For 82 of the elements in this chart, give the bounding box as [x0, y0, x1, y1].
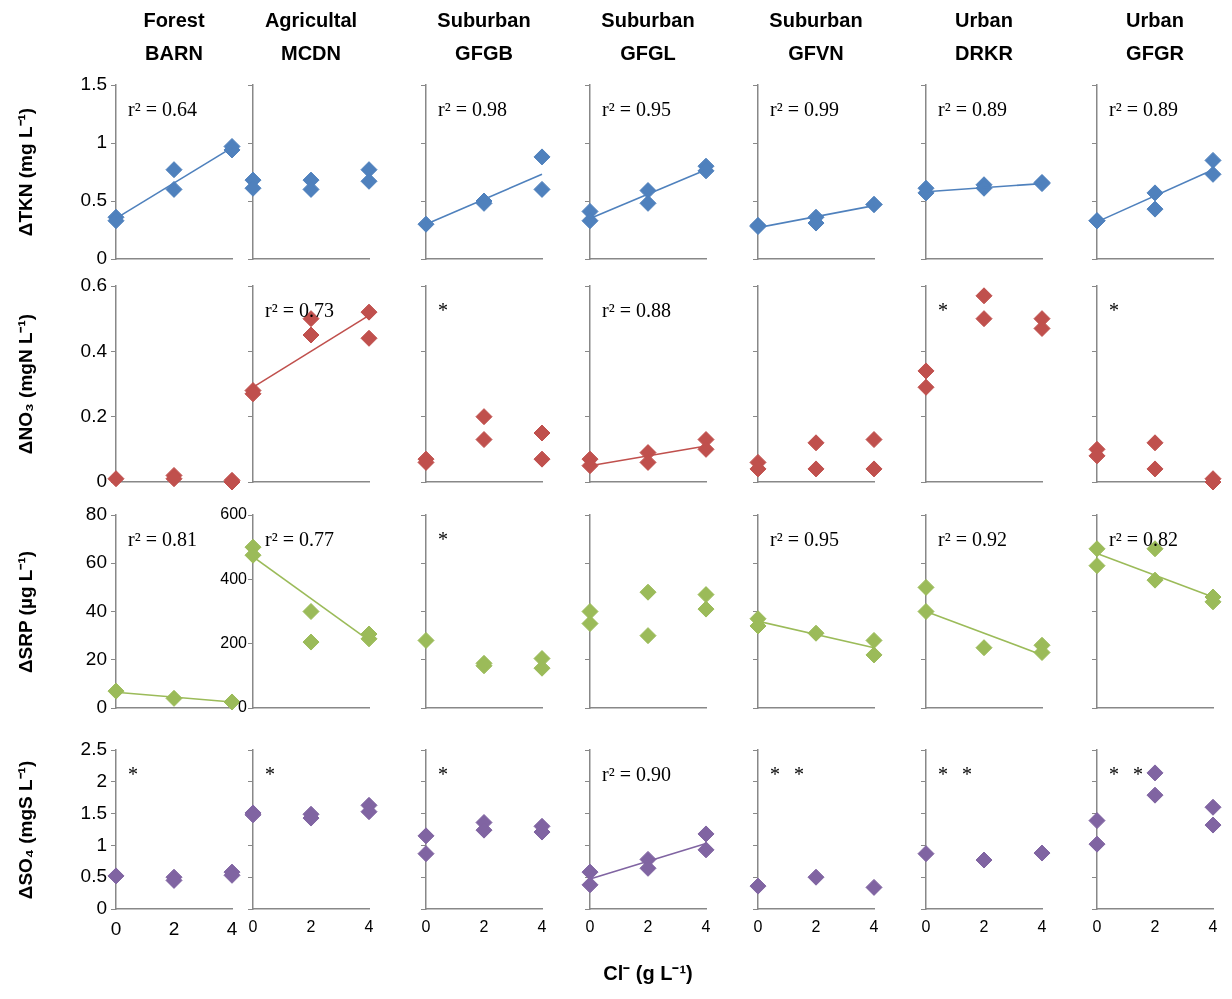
x-tick-label: 0 [110, 917, 122, 939]
x-axis-title: Cl⁻ (g L⁻¹) [602, 961, 694, 986]
x-tick-label: 0 [753, 918, 763, 936]
y-tick-label: 400 [220, 569, 248, 587]
y-tick-label: 0.5 [80, 865, 107, 887]
y-tick-label: 0.4 [80, 339, 108, 361]
x-tick-label: 4 [1037, 918, 1047, 936]
annotation: r² = 0.95 [602, 98, 671, 121]
annotation: r² = 0.77 [265, 528, 334, 551]
x-tick-label: 0 [585, 918, 595, 936]
chart-title: Suburban GFVN [768, 8, 864, 66]
x-tick-label: 4 [701, 918, 711, 936]
annotation: * [438, 528, 448, 551]
annotation: * [794, 763, 804, 786]
annotation: * [770, 763, 780, 786]
y-tick-label: 0 [96, 696, 107, 718]
annotation: * [438, 299, 448, 322]
x-tick-label: 4 [364, 918, 374, 936]
x-tick-label: 2 [811, 918, 821, 936]
y-tick-label: 80 [85, 503, 107, 525]
chart-title: Urban GFGR [1125, 8, 1185, 66]
chart-title: Agricultal MCDN [263, 8, 359, 66]
y-axis-title: ΔTKN (mg L⁻¹) [14, 106, 37, 239]
annotation: r² = 0.90 [602, 763, 671, 786]
annotation: * [938, 763, 948, 786]
chart-title: Urban DRKR [954, 8, 1014, 66]
y-tick-label: 0.5 [80, 189, 107, 211]
y-tick-label: 0.2 [80, 404, 107, 426]
y-tick-label: 0 [96, 897, 107, 919]
x-tick-label: 4 [226, 917, 238, 939]
y-tick-label: 20 [85, 647, 107, 669]
x-tick-label: 4 [537, 918, 547, 936]
y-axis-title: ΔSRP (µg L⁻¹) [14, 549, 37, 675]
annotation: r² = 0.82 [1109, 528, 1178, 551]
chart-title: Suburban GFGB [436, 8, 532, 66]
annotation: r² = 0.88 [602, 299, 671, 322]
annotation: r² = 0.95 [770, 528, 839, 551]
y-axis-title: ΔSO₄ (mgS L⁻¹) [14, 759, 37, 901]
y-tick-label: 1.5 [80, 73, 107, 95]
annotation: * [962, 763, 972, 786]
x-tick-label: 2 [306, 918, 316, 936]
x-tick-label: 2 [979, 918, 989, 936]
annotation: r² = 0.99 [770, 98, 839, 121]
annotation: r² = 0.64 [128, 98, 197, 121]
y-tick-label: 0 [96, 247, 107, 269]
y-tick-label: 2 [96, 770, 107, 792]
y-tick-label: 200 [220, 634, 248, 652]
y-tick-label: 0 [96, 470, 107, 492]
annotation: * [1109, 763, 1119, 786]
x-tick-label: 2 [479, 918, 489, 936]
y-tick-label: 2.5 [80, 738, 107, 760]
y-axis-title: ΔNO₃ (mgN L⁻¹) [14, 312, 37, 457]
annotation: r² = 0.81 [128, 528, 197, 551]
x-tick-label: 0 [1092, 918, 1102, 936]
annotation: * [938, 299, 948, 322]
annotation: r² = 0.98 [438, 98, 507, 121]
x-tick-label: 4 [869, 918, 879, 936]
x-tick-label: 2 [643, 918, 653, 936]
x-tick-label: 4 [1208, 918, 1218, 936]
chart-title: Forest BARN [142, 8, 206, 66]
annotation: r² = 0.92 [938, 528, 1007, 551]
annotation: r² = 0.89 [938, 98, 1007, 121]
annotation: * [438, 763, 448, 786]
x-tick-label: 0 [421, 918, 431, 936]
y-tick-label: 40 [85, 599, 107, 621]
x-tick-label: 0 [921, 918, 931, 936]
y-tick-label: 1 [96, 131, 107, 153]
y-tick-label: 1 [96, 833, 107, 855]
annotation: * [1133, 763, 1143, 786]
x-tick-label: 2 [1150, 918, 1160, 936]
y-tick-label: 600 [220, 505, 248, 523]
chart-title: Suburban GFGL [600, 8, 696, 66]
annotation: * [128, 763, 138, 786]
x-tick-label: 2 [168, 917, 180, 939]
y-tick-label: 60 [85, 551, 107, 573]
y-tick-label: 1.5 [80, 801, 107, 823]
annotation: * [265, 763, 275, 786]
y-tick-label: 0.6 [80, 274, 107, 296]
annotation: * [1109, 299, 1119, 322]
annotation: r² = 0.73 [265, 299, 334, 322]
y-tick-label: 0 [238, 698, 248, 716]
annotation: r² = 0.89 [1109, 98, 1178, 121]
